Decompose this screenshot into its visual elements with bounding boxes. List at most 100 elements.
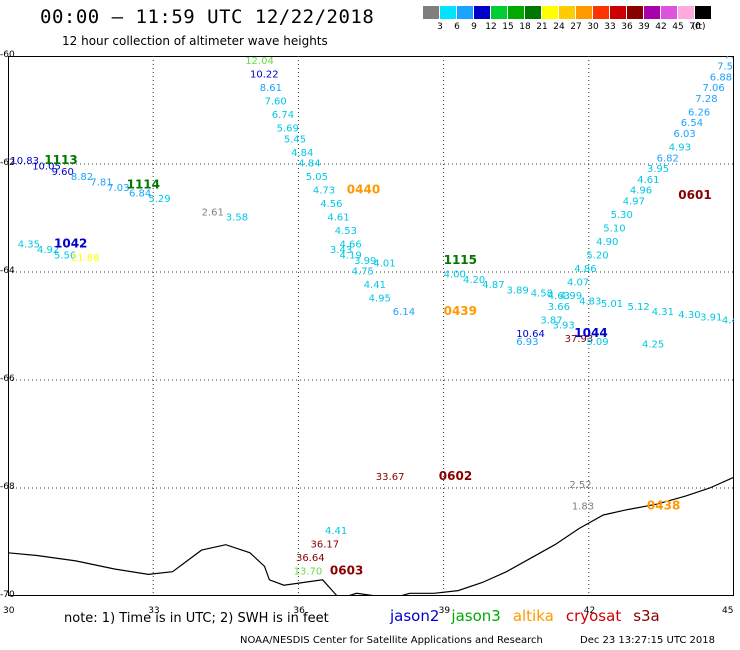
wave-height-value: 4.35 (18, 240, 40, 251)
scale-swatch (610, 6, 626, 19)
longitude-label: 33 (148, 606, 160, 616)
satellite-legend: jason2 jason3 altika cryosat s3a (390, 607, 672, 625)
scale-label: 9 (471, 22, 477, 32)
legend-s3a: s3a (633, 607, 660, 625)
wave-height-value: 4.83 (579, 296, 601, 307)
wave-height-value: 7.06 (703, 83, 725, 94)
scale-swatch (678, 6, 694, 19)
wave-height-value: 2.61 (202, 207, 224, 218)
wave-height-value: 6.93 (516, 337, 538, 348)
wave-height-value: 10.22 (250, 70, 279, 81)
wave-height-value: 10.83 (10, 156, 39, 167)
scale-label: 3 (437, 22, 443, 32)
antarctic-coastline (8, 476, 734, 596)
legend-cryosat: cryosat (565, 607, 622, 625)
wave-height-value: 5.05 (306, 172, 328, 183)
map-frame (8, 56, 734, 596)
scale-swatch (559, 6, 575, 19)
scale-label: 21 (536, 22, 548, 32)
wave-height-value: 4.95 (369, 294, 391, 305)
wave-height-value: 4.58 (531, 288, 553, 299)
wave-height-value: 8.82 (71, 172, 93, 183)
scale-swatch (576, 6, 592, 19)
wave-height-color-scale: 3 6 9 12 15 18 21 24 27 30 33 36 39 42 45 70 (ft) (423, 6, 733, 42)
pass-number: 0601 (678, 188, 711, 202)
wave-height-value: 4.61 (637, 175, 659, 186)
wave-height-value: 5.10 (603, 224, 625, 235)
wave-height-value: 4.07 (567, 278, 589, 289)
scale-label: 12 (485, 22, 497, 32)
wave-height-value: 1.83 (572, 502, 594, 513)
scale-swatch (542, 6, 558, 19)
longitude-label: 42 (583, 606, 596, 616)
latitude-label: -70 (0, 590, 15, 600)
wave-height-value: 4.25 (642, 340, 664, 351)
wave-height-value: 3.95 (647, 164, 669, 175)
wave-height-value: 4.84 (291, 148, 313, 159)
scale-swatch (508, 6, 524, 19)
scale-swatch (644, 6, 660, 19)
wave-height-value: 37.93 (565, 334, 594, 345)
wave-height-value: 6.14 (393, 307, 415, 318)
wave-height-value: 4.53 (335, 226, 357, 237)
pass-number: 1042 (54, 237, 87, 251)
longitude-label: 45 (722, 606, 734, 616)
wave-height-value: 4.56 (320, 199, 342, 210)
wave-height-value: 4.73 (313, 186, 335, 197)
wave-height-value: 5.69 (277, 124, 299, 135)
footer-note: note: 1) Time is in UTC; 2) SWH is in fe… (64, 611, 329, 626)
wave-height-value: 4.41 (364, 280, 386, 291)
pass-number: 1115 (444, 253, 477, 267)
wave-height-value: 33.67 (376, 472, 405, 483)
latitude-label: -60 (0, 50, 15, 60)
wave-height-value: 6.88 (710, 72, 732, 83)
scale-label: 42 (655, 22, 667, 32)
wave-height-value: 4.63 (548, 291, 570, 302)
wave-height-value: 5.56 (54, 251, 76, 262)
latitude-label: -68 (0, 482, 15, 492)
map-subtitle: 12 hour collection of altimeter wave hei… (62, 34, 328, 48)
longitude-label: 39 (438, 606, 451, 616)
scale-swatch (457, 6, 473, 19)
wave-height-value: 4.20 (463, 275, 485, 286)
wave-height-value: 4.97 (623, 197, 645, 208)
wave-height-value: 6.84 (129, 188, 151, 199)
wave-height-value: 6.54 (681, 118, 703, 129)
wave-height-value: 4.61 (327, 213, 349, 224)
pass-number: 1114 (127, 177, 160, 191)
wave-height-value: 5.01 (601, 299, 623, 310)
pass-number: 1113 (44, 153, 77, 167)
latitude-label: -64 (0, 266, 15, 276)
scale-label: 36 (621, 22, 633, 32)
scale-swatch (491, 6, 507, 19)
wave-height-value: 12.04 (245, 56, 274, 67)
pass-number: 0439 (444, 304, 477, 318)
wave-height-value: 13.70 (294, 566, 323, 577)
wave-height-value: 4.86 (574, 264, 596, 275)
wave-height-value: 3.93 (553, 321, 575, 332)
scale-label: 6 (454, 22, 460, 32)
latitude-label: -62 (0, 158, 15, 168)
wave-height-value: 3.66 (548, 302, 570, 313)
pass-number: 0440 (347, 183, 380, 197)
latitude-label: -66 (0, 374, 15, 384)
wave-height-value: 5.20 (586, 251, 608, 262)
scale-swatch (525, 6, 541, 19)
credit-line: NOAA/NESDIS Center for Satellite Applica… (240, 635, 543, 646)
wave-height-value: 3.43 (330, 245, 352, 256)
scale-swatch (440, 6, 456, 19)
scale-swatch (661, 6, 677, 19)
scale-label: 24 (553, 22, 565, 32)
wave-height-value: 4.93 (669, 143, 691, 154)
longitude-label: 30 (3, 606, 15, 616)
wave-height-value: 5.30 (611, 210, 633, 221)
wave-height-value: 7.60 (265, 97, 287, 108)
scale-label: 30 (587, 22, 599, 32)
wave-height-value: 3.87 (540, 315, 562, 326)
wave-height-value: 36.64 (296, 553, 325, 564)
wave-height-value: 4.41 (325, 526, 347, 537)
wave-height-value: 3.99 (354, 256, 376, 267)
scale-label: 15 (502, 22, 514, 32)
wave-height-value: 36.17 (311, 539, 340, 550)
wave-height-value: 9.60 (52, 167, 74, 178)
